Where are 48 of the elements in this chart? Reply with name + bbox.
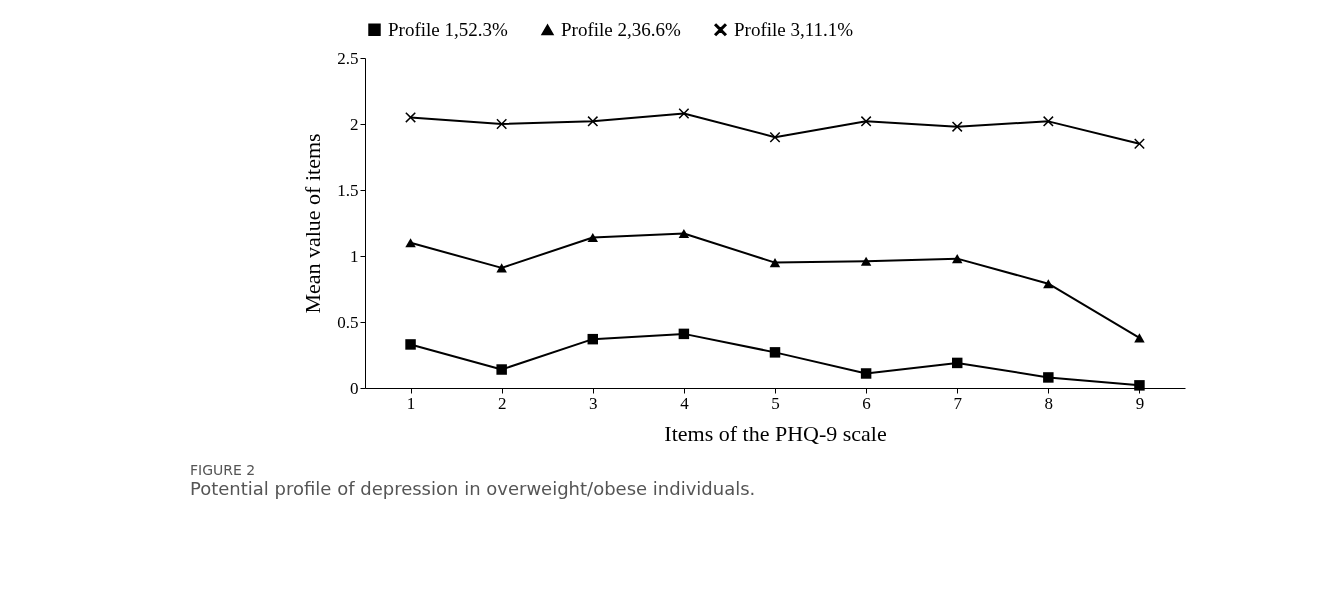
point — [951, 357, 963, 369]
y-tick-label: 0 — [350, 378, 359, 398]
legend-label: Profile 3,11.1% — [734, 18, 854, 40]
legend-label: Profile 2,36.6% — [561, 18, 681, 40]
point — [496, 364, 507, 375]
point — [587, 232, 599, 243]
y-tick-label: 0.5 — [337, 312, 359, 332]
x-tick-label: 4 — [680, 393, 690, 413]
point — [769, 347, 781, 358]
caption: FIGURE 2 — [190, 462, 256, 478]
y-tick-label: 1.5 — [337, 180, 359, 200]
point — [678, 328, 690, 340]
point — [405, 112, 416, 123]
point — [1134, 380, 1145, 391]
x-axis-title: Items of the PHQ-9 scale — [664, 420, 887, 446]
y-tick-label: 1 — [350, 246, 359, 266]
y-axis-title: Mean value of items — [300, 133, 326, 314]
point — [769, 131, 781, 143]
x-tick-label: 2 — [497, 393, 507, 413]
y-tick-label: 2 — [350, 114, 359, 134]
x-tick-label: 5 — [771, 393, 780, 413]
point — [951, 254, 963, 264]
point — [860, 368, 872, 379]
point — [1043, 279, 1054, 289]
point — [860, 256, 872, 266]
point — [860, 116, 872, 127]
point — [587, 116, 599, 127]
point — [1043, 116, 1054, 127]
legend-label: Profile 1,52.3% — [388, 18, 508, 40]
x-tick-label: 8 — [1044, 393, 1054, 413]
point — [1134, 138, 1145, 150]
x-tick-label: 7 — [953, 393, 963, 413]
x-tick-label: 9 — [1135, 393, 1145, 413]
x-tick-label: 1 — [406, 393, 416, 413]
point — [1134, 333, 1145, 343]
point — [496, 118, 507, 130]
point — [951, 121, 963, 132]
point — [769, 258, 781, 268]
point — [678, 229, 690, 239]
y-tick-label: 2.5 — [337, 48, 359, 68]
point — [587, 333, 599, 345]
point — [405, 339, 416, 350]
text: Potential profile of depression in overweight/obese individuals. — [190, 478, 756, 499]
point — [1043, 372, 1054, 383]
point — [405, 238, 416, 248]
point — [678, 108, 690, 119]
x-tick-label: 3 — [589, 393, 598, 413]
x-tick-label: 6 — [862, 393, 871, 413]
